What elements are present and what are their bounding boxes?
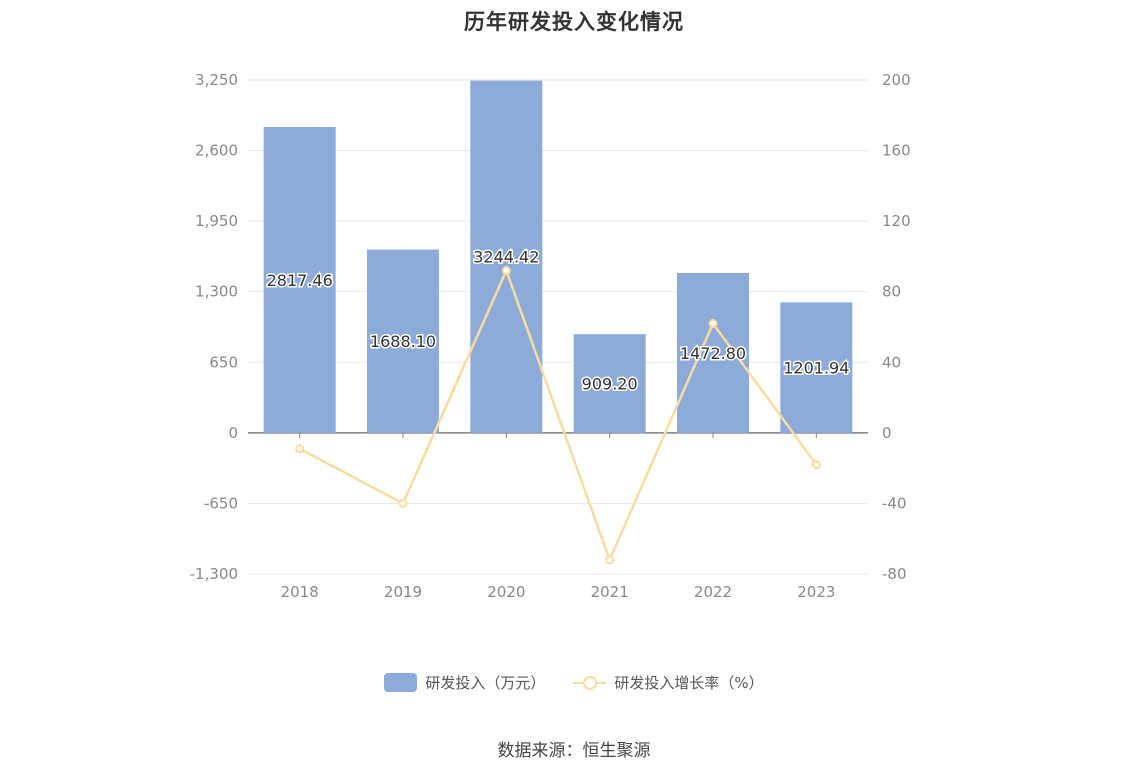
bar-series [263,80,853,433]
bar[interactable] [367,249,439,433]
bar[interactable] [573,334,646,433]
y-right-tick-label: -80 [882,565,907,583]
legend-item-rd-investment[interactable]: 研发投入（万元） [384,672,545,693]
data-source: 数据来源：恒生聚源 [497,741,651,761]
x-tick-label: 2020 [487,583,525,601]
growth-point[interactable] [708,318,718,328]
growth-point[interactable] [295,444,305,454]
y-left-tick-label: 2,600 [195,142,238,160]
y-right-tick-label: 40 [882,353,901,371]
y-left-tick-label: 1,950 [195,212,238,230]
y-right-tick-label: 160 [882,142,911,160]
growth-point[interactable] [605,555,615,565]
y-left-tick-label: 0 [228,424,238,442]
line-series [295,266,821,565]
data-labels: 2817.46 1688.10 3244.42 909.20 1472.80 1201.9… [265,246,851,395]
y-left-tick-label: 650 [209,353,238,371]
legend-label-rd-investment: 研发投入（万元） [425,674,546,692]
bar-value-label: 1688.10 [370,332,436,351]
y-right-tick-label: -40 [882,494,907,512]
legend-item-growth-rate[interactable]: 研发投入增长率（%） [573,672,764,693]
y-right-tick-label: 0 [882,424,892,442]
x-tick-label: 2019 [384,583,422,601]
y-left-tick-label: 1,300 [195,283,238,301]
bar-value-label: 2817.46 [267,271,333,290]
growth-line [299,269,818,562]
y-left-tick-label: -650 [204,494,238,512]
x-tick-label: 2018 [281,583,319,601]
legend-label-growth-rate: 研发投入增长率（%） [614,674,764,692]
growth-point[interactable] [398,498,408,508]
y-right-tick-label: 120 [882,212,911,230]
axes: 3,250 2,600 1,950 1,300 650 0 -650 -1,300 200 160… [190,71,911,601]
bar-value-label: 909.20 [582,375,638,394]
y-right-tick-label: 80 [882,283,901,301]
chart-canvas: 3,250 2,600 1,950 1,300 650 0 -650 -1,300 200 160… [190,71,911,601]
grid-lines [248,79,868,575]
legend: 研发投入（万元） 研发投入增长率（%） [0,672,1148,693]
y-left-tick-label: 3,250 [195,71,238,89]
growth-point[interactable] [811,460,821,470]
bar[interactable] [470,80,543,433]
y-right-tick-label: 200 [882,71,911,89]
legend-bar-swatch [384,673,418,692]
chart-title: 历年研发投入变化情况 [464,10,684,34]
growth-point[interactable] [501,266,511,276]
bar[interactable] [263,126,336,433]
bar-value-label: 1201.94 [783,359,849,378]
x-tick-label: 2023 [797,583,835,601]
bar-value-label: 3244.42 [473,248,539,267]
x-tick-label: 2021 [591,583,629,601]
bar-value-label: 1472.80 [680,344,746,363]
x-tick-label: 2022 [694,583,732,601]
legend-line-swatch [573,673,607,692]
bar[interactable] [780,302,853,433]
y-left-tick-label: -1,300 [190,565,238,583]
bar[interactable] [677,272,749,433]
